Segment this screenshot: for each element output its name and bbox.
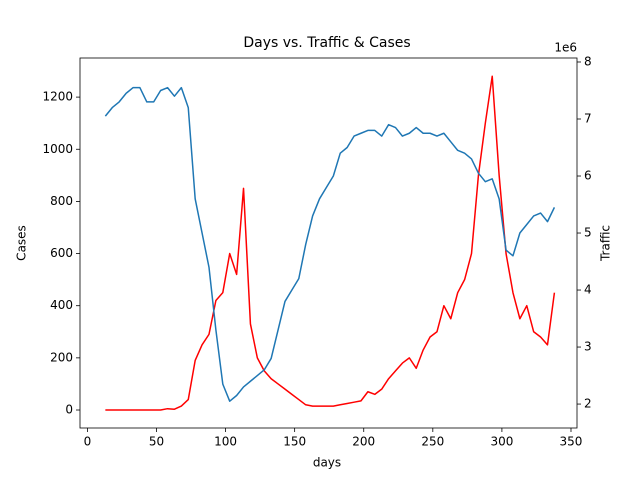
y2-tick-label: 5 — [584, 226, 592, 240]
x-tick-label: 150 — [283, 435, 306, 449]
y-tick-label: 400 — [50, 298, 73, 312]
x-axis-label: days — [313, 456, 341, 470]
y2-tick-label: 2 — [584, 397, 592, 411]
x-tick-label: 300 — [490, 435, 513, 449]
y2-tick-label: 4 — [584, 283, 592, 297]
series-line — [104, 86, 556, 402]
series-line — [105, 75, 556, 411]
y-tick-label: 1000 — [42, 142, 73, 156]
y-tick-label: 1200 — [42, 90, 73, 104]
x-tick-label: 350 — [560, 435, 583, 449]
y2-tick-label: 7 — [584, 112, 592, 126]
y2-tick-label: 8 — [584, 54, 592, 68]
y-axis-label: Cases — [15, 225, 29, 261]
x-tick-label: 50 — [149, 435, 164, 449]
y-tick-label: 0 — [65, 403, 73, 417]
y-tick-label: 200 — [50, 350, 73, 364]
y2-tick-label: 3 — [584, 340, 592, 354]
plot-frame — [79, 57, 578, 429]
y2-tick-label: 6 — [584, 169, 592, 183]
y-tick-label: 800 — [50, 194, 73, 208]
y2-axis-label: Traffic — [599, 225, 613, 262]
x-tick-label: 250 — [421, 435, 444, 449]
y2-offset-label: 1e6 — [554, 41, 577, 55]
y-tick-label: 600 — [50, 246, 73, 260]
x-tick-label: 200 — [352, 435, 375, 449]
x-tick-label: 100 — [214, 435, 237, 449]
chart-title: Days vs. Traffic & Cases — [243, 35, 410, 51]
x-tick-label: 0 — [84, 435, 92, 449]
